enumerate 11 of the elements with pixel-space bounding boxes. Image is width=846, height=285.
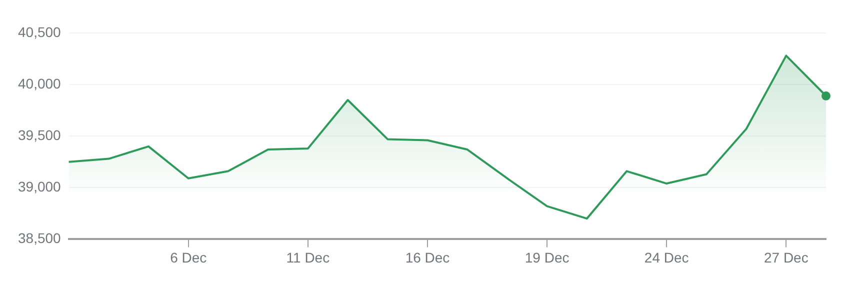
- y-tick-label: 40,500: [18, 24, 62, 40]
- y-tick-label: 39,000: [18, 178, 62, 195]
- x-tick-label: 6 Dec: [170, 249, 207, 266]
- x-tick-label: 11 Dec: [286, 249, 330, 266]
- x-tick-label: 24 Dec: [644, 249, 689, 266]
- y-tick-label: 39,500: [18, 126, 62, 143]
- x-tick-label: 19 Dec: [524, 249, 570, 266]
- x-tick-label: 27 Dec: [764, 249, 808, 266]
- x-tick-label: 16 Dec: [405, 249, 450, 266]
- y-tick-label: 40,000: [18, 75, 62, 92]
- y-tick-label: 38,500: [18, 230, 62, 246]
